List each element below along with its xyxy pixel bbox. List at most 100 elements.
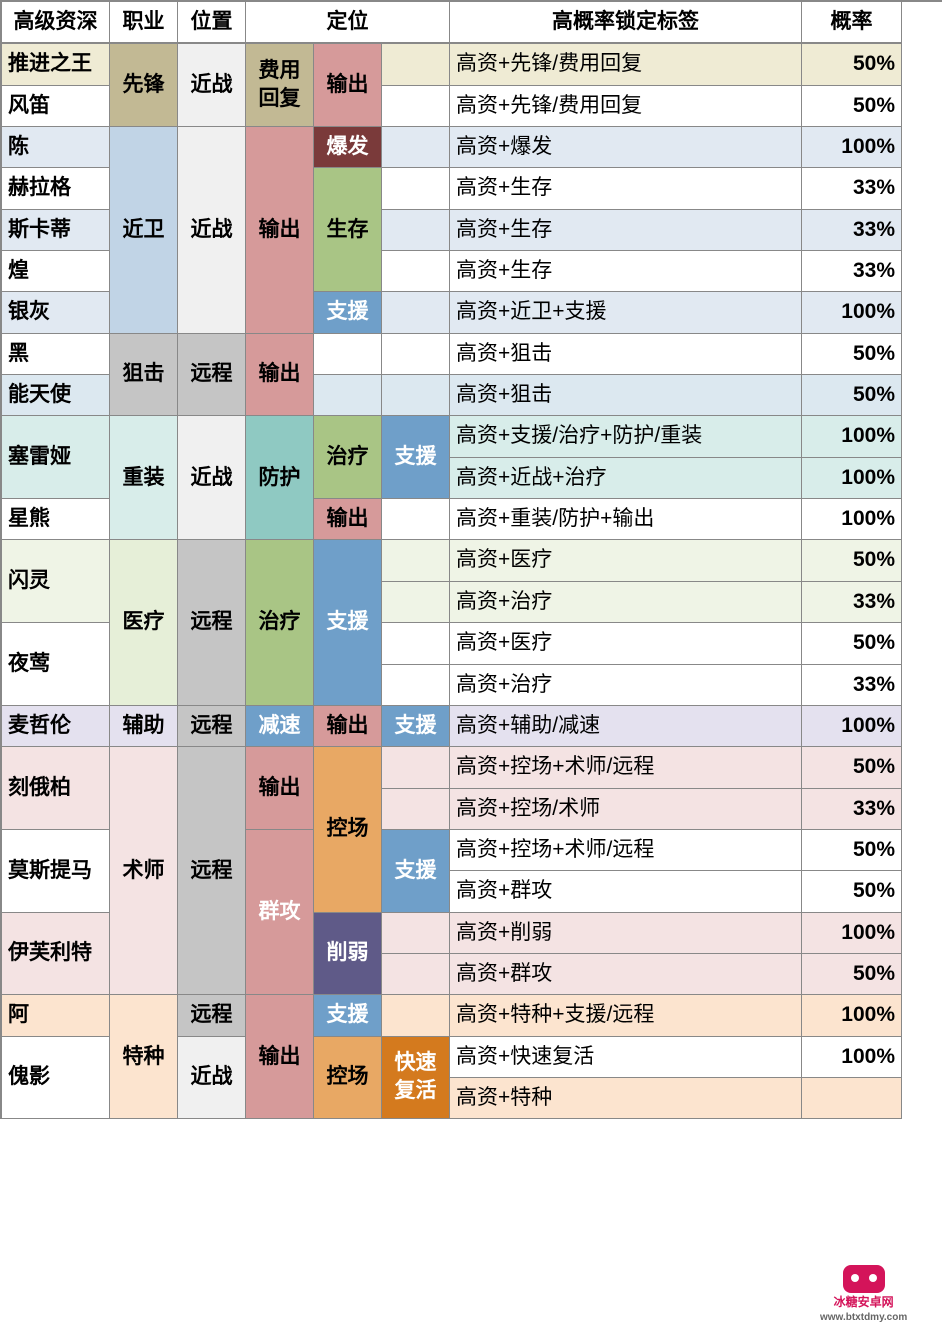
table-cell: 100% bbox=[802, 995, 902, 1036]
table-cell: 煌 bbox=[2, 251, 110, 292]
table-cell: 特种 bbox=[110, 995, 178, 1119]
table-cell: 削弱 bbox=[314, 913, 382, 996]
table-cell: 输出 bbox=[246, 747, 314, 830]
table-cell: 概率 bbox=[802, 2, 902, 44]
table-cell: 高资+狙击 bbox=[450, 334, 802, 375]
table-cell: 50% bbox=[802, 86, 902, 127]
table-cell bbox=[382, 251, 450, 292]
table-cell: 高资+群攻 bbox=[450, 954, 802, 995]
table-cell: 阿 bbox=[2, 995, 110, 1036]
table-cell: 高资+群攻 bbox=[450, 871, 802, 912]
table-cell: 近战 bbox=[178, 44, 246, 127]
table-cell: 麦哲伦 bbox=[2, 706, 110, 747]
table-cell: 远程 bbox=[178, 334, 246, 417]
table-cell: 费用回复 bbox=[246, 44, 314, 127]
table-cell bbox=[802, 1078, 902, 1119]
table-cell: 输出 bbox=[246, 995, 314, 1119]
table-cell: 33% bbox=[802, 582, 902, 623]
table-cell bbox=[382, 995, 450, 1036]
table-cell: 近战 bbox=[178, 1037, 246, 1120]
table-cell bbox=[382, 540, 450, 581]
table-cell bbox=[314, 334, 382, 375]
table-cell: 远程 bbox=[178, 540, 246, 705]
table-cell: 输出 bbox=[246, 127, 314, 334]
table-cell: 高资+生存 bbox=[450, 251, 802, 292]
recruitment-table: 高级资深职业位置定位高概率锁定标签概率推进之王先锋近战费用回复输出高资+先锋/费… bbox=[0, 0, 942, 1119]
table-cell bbox=[382, 582, 450, 623]
table-cell bbox=[382, 747, 450, 788]
table-cell: 50% bbox=[802, 747, 902, 788]
table-cell bbox=[382, 954, 450, 995]
table-cell: 闪灵 bbox=[2, 540, 110, 623]
table-cell: 100% bbox=[802, 292, 902, 333]
table-cell: 先锋 bbox=[110, 44, 178, 127]
table-cell: 100% bbox=[802, 1037, 902, 1078]
table-cell: 高资+生存 bbox=[450, 168, 802, 209]
table-cell: 50% bbox=[802, 44, 902, 85]
table-cell: 狙击 bbox=[110, 334, 178, 417]
table-cell: 黑 bbox=[2, 334, 110, 375]
table-cell bbox=[382, 127, 450, 168]
table-cell: 100% bbox=[802, 458, 902, 499]
table-cell: 赫拉格 bbox=[2, 168, 110, 209]
table-cell: 100% bbox=[802, 127, 902, 168]
table-cell: 陈 bbox=[2, 127, 110, 168]
table-cell: 支援 bbox=[382, 706, 450, 747]
table-cell: 输出 bbox=[314, 44, 382, 127]
table-cell: 快速复活 bbox=[382, 1037, 450, 1120]
table-cell: 防护 bbox=[246, 416, 314, 540]
table-cell: 33% bbox=[802, 251, 902, 292]
table-cell: 塞雷娅 bbox=[2, 416, 110, 499]
table-cell: 远程 bbox=[178, 706, 246, 747]
table-cell: 夜莺 bbox=[2, 623, 110, 706]
table-cell: 近卫 bbox=[110, 127, 178, 334]
table-cell: 50% bbox=[802, 623, 902, 664]
table-cell bbox=[382, 789, 450, 830]
table-cell bbox=[382, 44, 450, 85]
table-cell bbox=[382, 665, 450, 706]
table-cell: 能天使 bbox=[2, 375, 110, 416]
table-cell: 推进之王 bbox=[2, 44, 110, 85]
table-cell: 33% bbox=[802, 665, 902, 706]
table-cell: 100% bbox=[802, 706, 902, 747]
table-cell: 减速 bbox=[246, 706, 314, 747]
table-cell: 远程 bbox=[178, 747, 246, 995]
table-cell: 50% bbox=[802, 334, 902, 375]
table-cell: 治疗 bbox=[246, 540, 314, 705]
table-cell: 高资+近战+治疗 bbox=[450, 458, 802, 499]
table-cell: 高资+先锋/费用回复 bbox=[450, 44, 802, 85]
table-cell: 定位 bbox=[246, 2, 450, 44]
table-cell: 治疗 bbox=[314, 416, 382, 499]
table-cell bbox=[382, 913, 450, 954]
table-cell: 斯卡蒂 bbox=[2, 210, 110, 251]
table-cell: 50% bbox=[802, 830, 902, 871]
table-cell: 高资+治疗 bbox=[450, 582, 802, 623]
table-cell: 50% bbox=[802, 540, 902, 581]
table-cell: 高资+生存 bbox=[450, 210, 802, 251]
logo-name: 冰糖安卓网 bbox=[834, 1293, 894, 1310]
table-cell: 高资+特种+支援/远程 bbox=[450, 995, 802, 1036]
table-cell: 近战 bbox=[178, 416, 246, 540]
table-cell bbox=[382, 292, 450, 333]
table-cell: 100% bbox=[802, 416, 902, 457]
table-cell: 术师 bbox=[110, 747, 178, 995]
table-cell: 支援 bbox=[382, 416, 450, 499]
table-cell: 100% bbox=[802, 913, 902, 954]
table-cell: 支援 bbox=[314, 540, 382, 705]
logo-icon bbox=[843, 1265, 885, 1293]
table-cell: 高资+治疗 bbox=[450, 665, 802, 706]
table-cell: 33% bbox=[802, 168, 902, 209]
table-cell: 生存 bbox=[314, 168, 382, 292]
table-cell bbox=[382, 86, 450, 127]
table-cell: 高概率锁定标签 bbox=[450, 2, 802, 44]
table-cell: 33% bbox=[802, 210, 902, 251]
table-cell: 重装 bbox=[110, 416, 178, 540]
table-cell: 高资+爆发 bbox=[450, 127, 802, 168]
table-cell bbox=[382, 168, 450, 209]
table-cell: 高资+控场/术师 bbox=[450, 789, 802, 830]
table-cell: 100% bbox=[802, 499, 902, 540]
table-cell: 群攻 bbox=[246, 830, 314, 995]
table-cell: 近战 bbox=[178, 127, 246, 334]
table-cell: 高资+狙击 bbox=[450, 375, 802, 416]
table-cell: 伊芙利特 bbox=[2, 913, 110, 996]
